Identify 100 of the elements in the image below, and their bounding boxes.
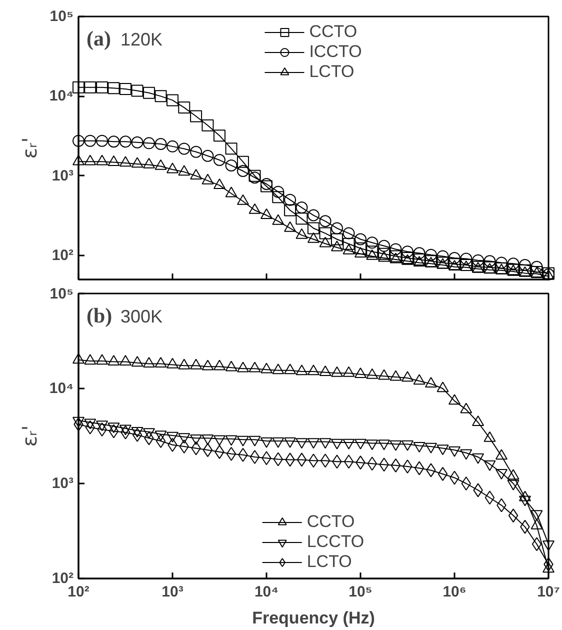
point xyxy=(319,365,332,376)
point xyxy=(401,371,414,382)
point xyxy=(414,461,424,476)
point xyxy=(236,194,249,205)
point xyxy=(390,243,402,256)
point xyxy=(84,354,96,365)
point xyxy=(460,402,472,414)
point xyxy=(142,158,155,168)
x-tick-label: 10⁷ xyxy=(537,584,560,600)
point xyxy=(284,364,296,374)
point xyxy=(213,154,226,166)
point xyxy=(272,186,284,198)
point xyxy=(236,165,249,177)
point xyxy=(132,428,142,442)
point xyxy=(190,110,202,122)
point xyxy=(366,236,378,249)
point xyxy=(248,203,261,214)
annotation: 120K xyxy=(120,30,163,50)
point xyxy=(166,358,178,368)
point xyxy=(131,157,144,168)
point xyxy=(154,90,167,102)
point xyxy=(330,222,343,234)
point xyxy=(424,248,437,261)
point xyxy=(131,84,144,97)
legend-label: LCTO xyxy=(306,552,352,572)
point xyxy=(225,142,238,155)
point xyxy=(225,360,238,372)
point xyxy=(354,367,366,378)
legend-label: CCTO xyxy=(309,22,358,42)
point xyxy=(260,208,272,219)
point xyxy=(236,362,249,372)
legend-label: LCTO xyxy=(309,62,354,82)
point xyxy=(436,382,449,392)
point xyxy=(119,156,132,167)
y-tick-label: 10² xyxy=(52,247,74,264)
point xyxy=(166,140,178,152)
point xyxy=(72,134,84,147)
point xyxy=(390,458,401,472)
point xyxy=(284,204,296,216)
point xyxy=(518,496,531,506)
point xyxy=(354,246,366,258)
point xyxy=(484,431,496,442)
point xyxy=(108,354,120,366)
point xyxy=(354,242,366,254)
point xyxy=(166,94,178,106)
point xyxy=(472,254,484,266)
point xyxy=(108,82,120,94)
annotation: (b) xyxy=(86,304,112,328)
point xyxy=(142,137,155,150)
point xyxy=(108,424,119,438)
legend-label: ICCTO xyxy=(309,42,362,62)
point xyxy=(178,142,190,155)
point xyxy=(213,360,226,370)
point xyxy=(530,260,543,273)
point xyxy=(272,364,284,374)
point xyxy=(484,255,496,268)
point xyxy=(307,209,320,222)
point xyxy=(225,159,238,172)
point xyxy=(284,194,296,206)
point xyxy=(472,416,484,426)
point xyxy=(96,154,108,166)
point xyxy=(307,364,320,376)
point xyxy=(84,134,96,147)
point xyxy=(342,366,355,377)
point xyxy=(354,233,366,246)
x-tick-label: 10⁶ xyxy=(442,584,466,600)
point xyxy=(484,460,496,471)
point xyxy=(436,250,449,262)
point xyxy=(108,155,120,166)
point xyxy=(226,446,236,461)
y-tick-label: 10⁵ xyxy=(50,286,74,302)
point xyxy=(119,354,132,366)
point xyxy=(236,156,249,168)
point xyxy=(461,476,471,490)
point xyxy=(484,490,495,505)
y-tick-label: 10⁴ xyxy=(49,88,74,105)
point xyxy=(84,81,96,94)
point xyxy=(330,233,343,246)
point xyxy=(72,81,84,94)
point xyxy=(424,376,437,388)
annotation: (a) xyxy=(86,26,111,50)
point xyxy=(518,259,531,271)
point xyxy=(108,136,120,148)
point xyxy=(213,130,226,142)
point xyxy=(342,244,355,254)
point xyxy=(448,394,460,405)
point xyxy=(495,449,508,460)
y-tick-label: 10³ xyxy=(52,167,74,184)
point xyxy=(142,86,155,99)
point xyxy=(330,240,343,252)
point xyxy=(225,186,238,198)
point xyxy=(530,510,543,521)
x-tick-label: 10³ xyxy=(162,584,184,600)
point xyxy=(178,165,190,176)
point xyxy=(320,454,330,468)
point xyxy=(507,480,520,490)
point xyxy=(495,256,508,269)
point xyxy=(307,232,320,243)
point xyxy=(72,154,84,166)
point xyxy=(438,466,448,481)
